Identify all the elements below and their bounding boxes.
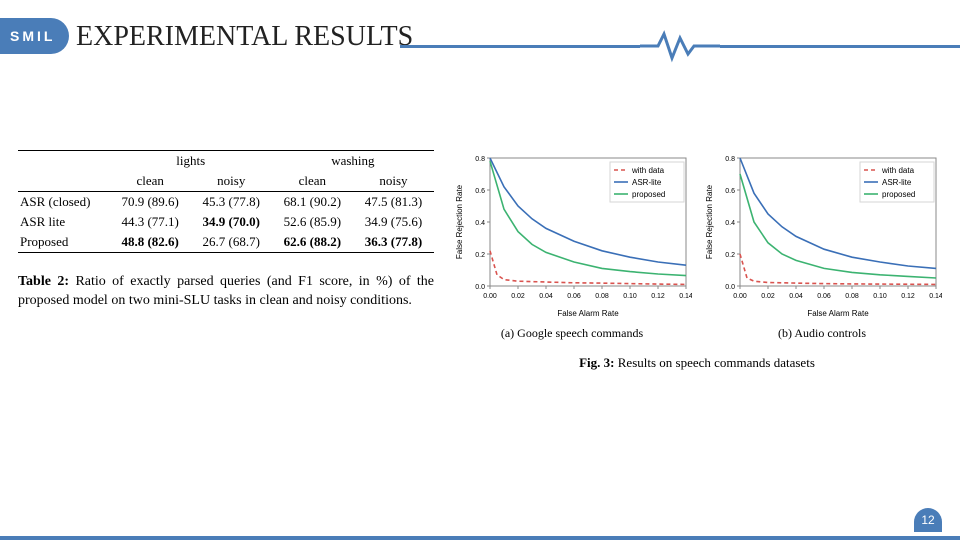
svg-text:ASR-lite: ASR-lite: [632, 178, 662, 187]
table-cell: 36.3 (77.8): [353, 232, 434, 253]
charts-panel: 0.00 0.02 0.04 0.06 0.08 0.10 0.12 0.14 0.0 0.2 0.…: [452, 150, 942, 371]
row-label: ASR (closed): [18, 192, 110, 213]
svg-text:False Alarm Rate: False Alarm Rate: [807, 309, 869, 318]
table-cell: 68.1 (90.2): [272, 192, 353, 213]
sub-header: clean: [272, 171, 353, 192]
chart: 0.00 0.02 0.04 0.06 0.08 0.10 0.12 0.14 0.0 0.2 0.…: [452, 150, 692, 320]
charts-row: 0.00 0.02 0.04 0.06 0.08 0.10 0.12 0.14 0.0 0.2 0.…: [452, 150, 942, 341]
svg-text:0.06: 0.06: [567, 293, 581, 300]
svg-text:False Alarm Rate: False Alarm Rate: [557, 309, 619, 318]
svg-text:0.8: 0.8: [475, 156, 485, 163]
svg-text:0.2: 0.2: [725, 252, 735, 259]
svg-text:0.04: 0.04: [539, 293, 553, 300]
slide-header: SMIL EXPERIMENTAL RESULTS: [0, 0, 960, 60]
svg-text:0.00: 0.00: [483, 293, 497, 300]
svg-text:0.12: 0.12: [901, 293, 915, 300]
table-row: ASR lite44.3 (77.1)34.9 (70.0)52.6 (85.9…: [18, 212, 434, 232]
svg-text:0.06: 0.06: [817, 293, 831, 300]
table-row: Proposed48.8 (82.6)26.7 (68.7)62.6 (88.2…: [18, 232, 434, 253]
svg-text:0.02: 0.02: [761, 293, 775, 300]
group-header: lights: [110, 151, 272, 172]
table-cell: 26.7 (68.7): [191, 232, 272, 253]
svg-text:proposed: proposed: [882, 190, 915, 199]
badge: SMIL: [0, 18, 69, 54]
svg-text:0.4: 0.4: [725, 220, 735, 227]
sub-header: noisy: [191, 171, 272, 192]
table-panel: lights washing clean noisy clean noisy A…: [18, 150, 434, 371]
caption-text: Ratio of exactly parsed queries (and F1 …: [18, 274, 434, 308]
page-number: 12: [914, 508, 942, 532]
table-cell: 34.9 (75.6): [353, 212, 434, 232]
svg-text:0.10: 0.10: [873, 293, 887, 300]
content-area: lights washing clean noisy clean noisy A…: [0, 60, 960, 371]
svg-text:0.6: 0.6: [475, 188, 485, 195]
table-cell: 45.3 (77.8): [191, 192, 272, 213]
svg-text:0.10: 0.10: [623, 293, 637, 300]
svg-text:proposed: proposed: [632, 190, 665, 199]
results-table: lights washing clean noisy clean noisy A…: [18, 150, 434, 253]
fig-text: Results on speech commands datasets: [618, 355, 815, 370]
group-header: washing: [272, 151, 434, 172]
header-rule: [400, 44, 960, 48]
svg-text:0.02: 0.02: [511, 293, 525, 300]
svg-text:False Rejection Rate: False Rejection Rate: [705, 184, 714, 259]
svg-text:0.08: 0.08: [845, 293, 859, 300]
svg-text:0.14: 0.14: [679, 293, 692, 300]
caption-label: Table 2:: [18, 274, 69, 289]
table-cell: 44.3 (77.1): [110, 212, 191, 232]
table-cell: 70.9 (89.6): [110, 192, 191, 213]
chart: 0.00 0.02 0.04 0.06 0.08 0.10 0.12 0.14 0.0 0.2 0.…: [702, 150, 942, 320]
sub-header: clean: [110, 171, 191, 192]
svg-text:0.14: 0.14: [929, 293, 942, 300]
footer-rule: [0, 536, 960, 540]
table-caption: Table 2: Ratio of exactly parsed queries…: [18, 273, 434, 311]
svg-text:0.12: 0.12: [651, 293, 665, 300]
table-cell: 48.8 (82.6): [110, 232, 191, 253]
svg-text:0.08: 0.08: [595, 293, 609, 300]
table-row: ASR (closed)70.9 (89.6)45.3 (77.8)68.1 (…: [18, 192, 434, 213]
svg-text:ASR-lite: ASR-lite: [882, 178, 912, 187]
table-cell: 52.6 (85.9): [272, 212, 353, 232]
svg-text:0.4: 0.4: [475, 220, 485, 227]
chart-subcaption: (b) Audio controls: [778, 326, 866, 341]
table-cell: 34.9 (70.0): [191, 212, 272, 232]
table-cell: 47.5 (81.3): [353, 192, 434, 213]
svg-text:0.0: 0.0: [725, 284, 735, 291]
svg-text:with data: with data: [631, 166, 665, 175]
chart-subcaption: (a) Google speech commands: [501, 326, 643, 341]
figure-caption: Fig. 3: Results on speech commands datas…: [452, 355, 942, 371]
chart-block: 0.00 0.02 0.04 0.06 0.08 0.10 0.12 0.14 0.0 0.2 0.…: [702, 150, 942, 341]
row-label: Proposed: [18, 232, 110, 253]
svg-text:with data: with data: [881, 166, 915, 175]
svg-text:0.2: 0.2: [475, 252, 485, 259]
svg-text:0.00: 0.00: [733, 293, 747, 300]
svg-text:0.6: 0.6: [725, 188, 735, 195]
fig-label: Fig. 3:: [579, 355, 614, 370]
page-title: EXPERIMENTAL RESULTS: [76, 21, 413, 53]
svg-text:0.8: 0.8: [725, 156, 735, 163]
sub-header: noisy: [353, 171, 434, 192]
row-label: ASR lite: [18, 212, 110, 232]
svg-text:0.04: 0.04: [789, 293, 803, 300]
chart-block: 0.00 0.02 0.04 0.06 0.08 0.10 0.12 0.14 0.0 0.2 0.…: [452, 150, 692, 341]
heartbeat-icon: [640, 28, 720, 64]
svg-text:False Rejection Rate: False Rejection Rate: [455, 184, 464, 259]
svg-text:0.0: 0.0: [475, 284, 485, 291]
table-cell: 62.6 (88.2): [272, 232, 353, 253]
